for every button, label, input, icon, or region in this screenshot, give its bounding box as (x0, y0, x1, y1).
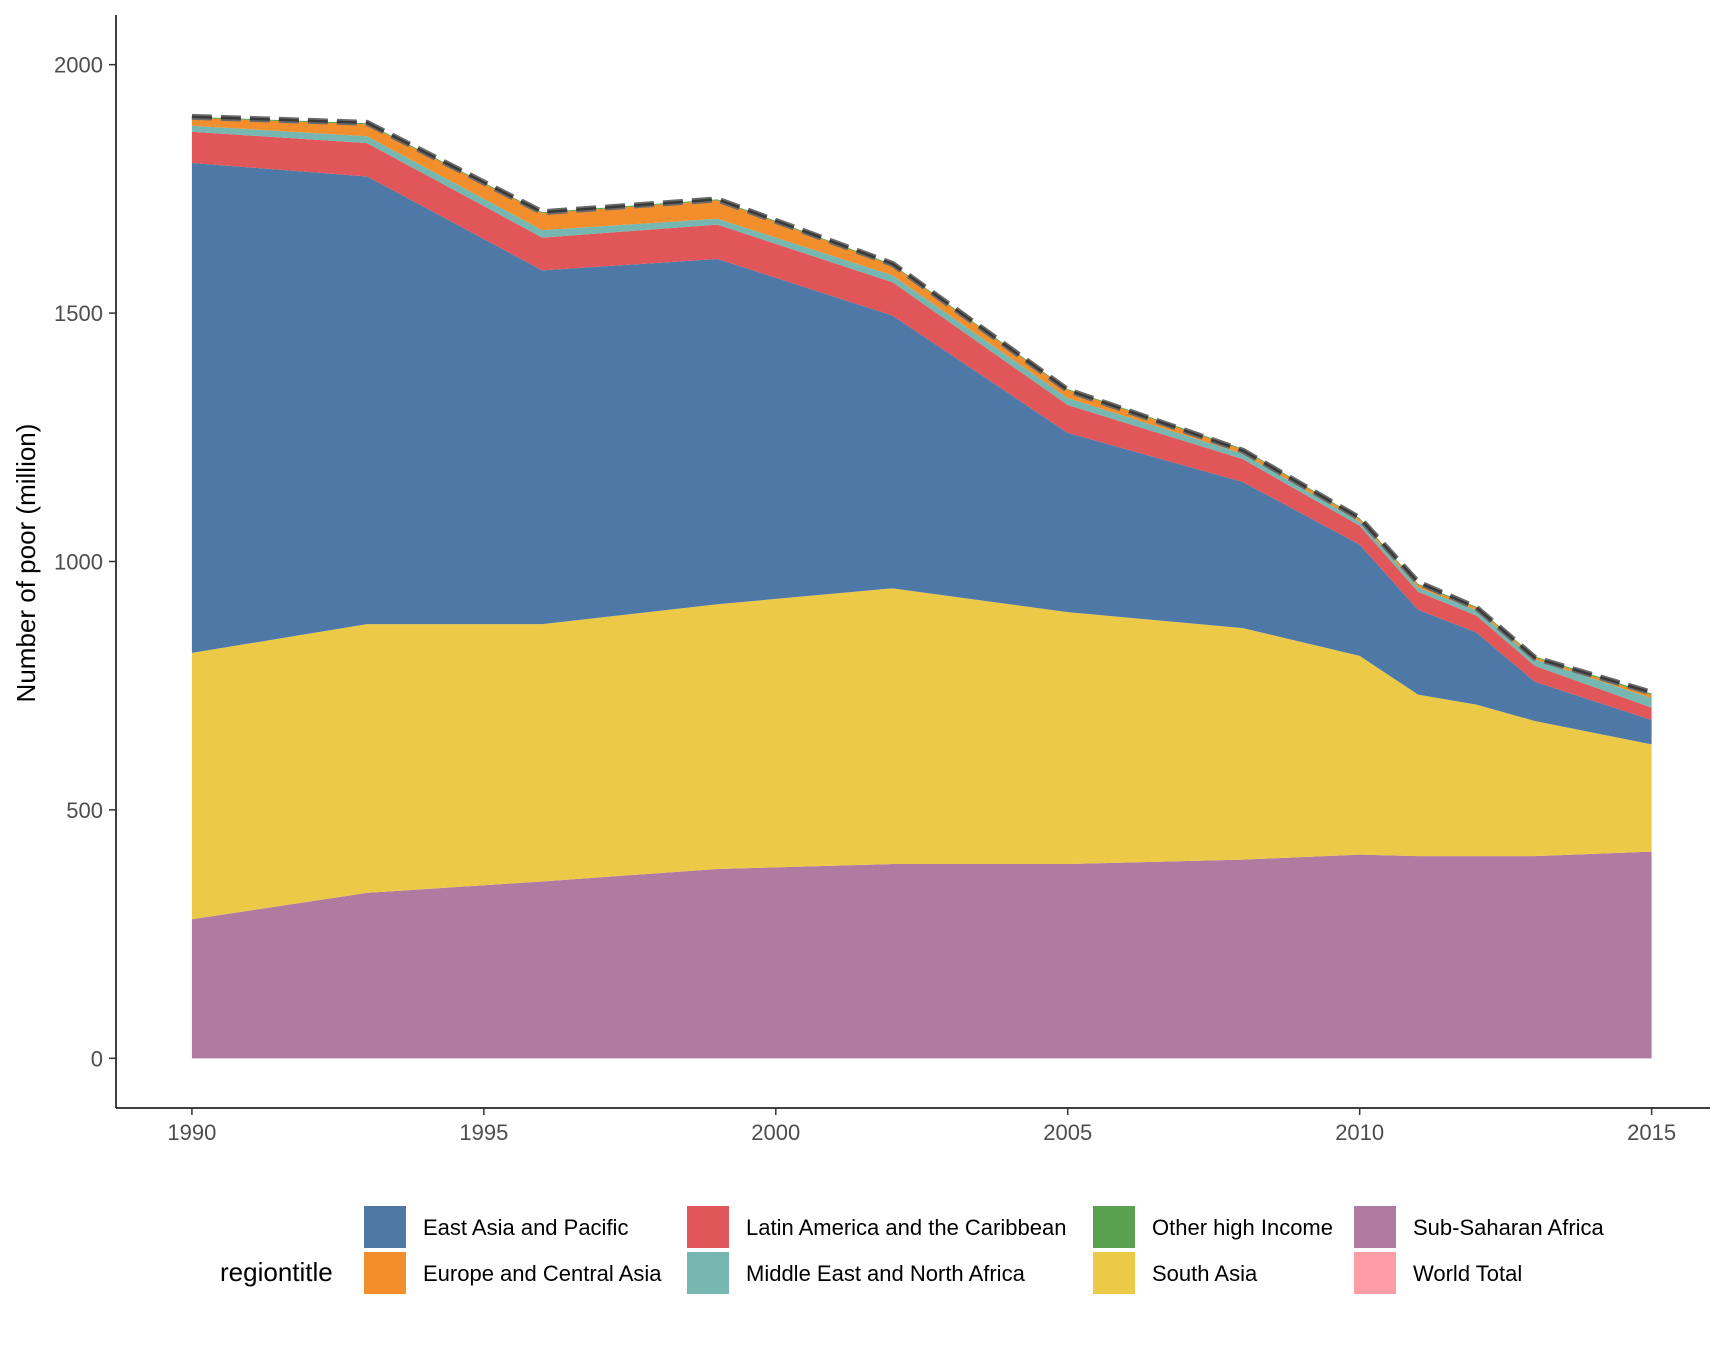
y-tick-label: 0 (91, 1046, 103, 1071)
axes-layer: 0 500 1000 1500 2000 1990 1995 2000 2005 2010 2015 (54, 15, 1710, 1145)
y-tick-label: 2000 (54, 53, 103, 78)
x-tick-label: 1990 (167, 1120, 216, 1145)
legend-swatch (687, 1206, 729, 1248)
legend: regiontitle East Asia and Pacific Europe … (220, 1206, 1605, 1294)
legend-item-south-asia: South Asia (1093, 1252, 1258, 1294)
legend-swatch (1354, 1252, 1396, 1294)
legend-title: regiontitle (220, 1257, 333, 1287)
area-layer (191, 116, 1652, 1059)
y-tick-label: 500 (66, 798, 103, 823)
legend-item-other-high-income: Other high Income (1093, 1206, 1333, 1248)
world-total-line (191, 115, 1652, 694)
legend-label: Other high Income (1152, 1215, 1333, 1240)
x-tick-label: 2015 (1627, 1120, 1676, 1145)
legend-swatch (364, 1206, 406, 1248)
x-tick-label: 2010 (1335, 1120, 1384, 1145)
legend-item-europe-and-central-asia: Europe and Central Asia (364, 1252, 662, 1294)
area-south-asia (191, 588, 1652, 920)
legend-item-east-asia-and-pacific: East Asia and Pacific (364, 1206, 628, 1248)
legend-item-sub-saharan-africa: Sub-Saharan Africa (1354, 1206, 1605, 1248)
legend-label: Sub-Saharan Africa (1413, 1215, 1605, 1240)
legend-item-middle-east-and-north-africa: Middle East and North Africa (687, 1252, 1026, 1294)
legend-swatch (364, 1252, 406, 1294)
legend-swatch (687, 1252, 729, 1294)
area-sub-saharan-africa (191, 851, 1652, 1059)
legend-label: Middle East and North Africa (746, 1261, 1026, 1286)
x-tick-label: 1995 (459, 1120, 508, 1145)
x-tick-label: 2005 (1043, 1120, 1092, 1145)
legend-swatch (1093, 1252, 1135, 1294)
world-total-layer (191, 113, 1653, 696)
legend-label: World Total (1413, 1261, 1522, 1286)
legend-swatch (1093, 1206, 1135, 1248)
y-tick-label: 1000 (54, 550, 103, 575)
legend-label: Europe and Central Asia (423, 1261, 662, 1286)
area-east-asia-and-pacific (191, 163, 1652, 745)
y-axis-title: Number of poor (million) (11, 424, 41, 703)
legend-item-latin-america-and-the-caribbean: Latin America and the Caribbean (687, 1206, 1066, 1248)
y-tick-label: 1500 (54, 301, 103, 326)
legend-label: South Asia (1152, 1261, 1258, 1286)
legend-label: East Asia and Pacific (423, 1215, 628, 1240)
legend-swatch (1354, 1206, 1396, 1248)
legend-label: Latin America and the Caribbean (746, 1215, 1066, 1240)
x-tick-label: 2000 (751, 1120, 800, 1145)
legend-item-world-total: World Total (1354, 1252, 1522, 1294)
